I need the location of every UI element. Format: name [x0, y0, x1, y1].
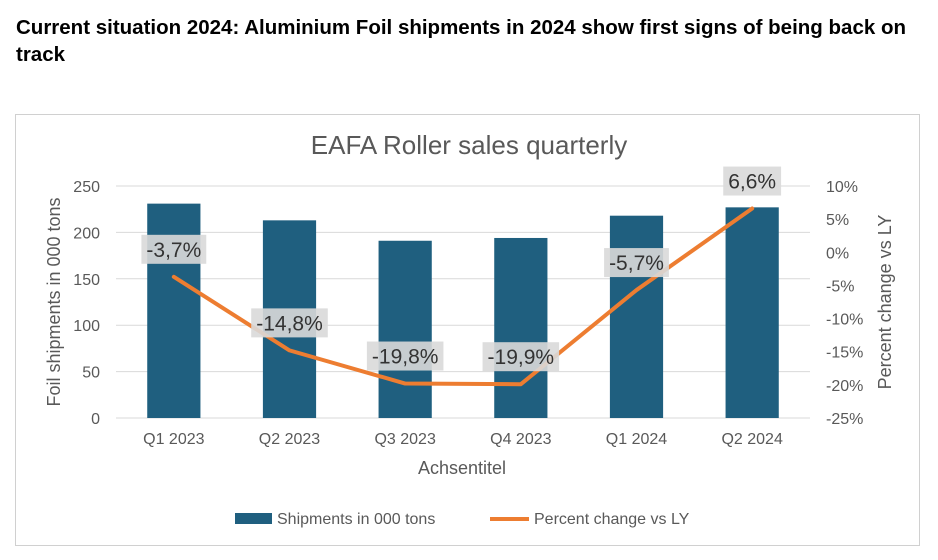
y-axis-title: Foil shipments in 000 tons: [44, 197, 64, 406]
data-label-text: -14,8%: [256, 312, 323, 335]
legend-bar-swatch: [235, 513, 272, 524]
page-headline: Current situation 2024: Aluminium Foil s…: [16, 16, 906, 66]
legend-bar-label: Shipments in 000 tons: [277, 511, 435, 528]
data-label-text: 6,6%: [728, 171, 776, 194]
y-tick-label: 250: [73, 179, 100, 196]
y-tick-label: 100: [73, 318, 100, 335]
line-series: [171, 206, 755, 387]
data-label-background: [366, 341, 444, 371]
y2-tick-label: -25%: [826, 411, 863, 428]
y2-tick-label: 5%: [826, 212, 849, 229]
data-labels: -3,7% -14,8% -19,8% -19,9% -5,7% 6,6%: [141, 166, 782, 372]
y2-tick-label: -10%: [826, 312, 863, 329]
bar: [494, 237, 548, 418]
x-tick-label: Q1 2024: [606, 431, 667, 448]
chart-title: EAFA Roller sales quarterly: [311, 130, 627, 160]
data-label-text: -19,9%: [488, 346, 555, 369]
data-label-background: [141, 234, 207, 264]
right-axis-ticks: 10% 5% 0% -5% -10% -15% -20% -25%: [826, 179, 863, 428]
y-tick-label: 200: [73, 225, 100, 242]
data-label-background: [251, 308, 328, 338]
y2-tick-label: -5%: [826, 278, 854, 295]
x-axis-title: Achsentitel: [418, 458, 506, 478]
data-label: 6,6%: [723, 166, 782, 196]
data-label-text: -3,7%: [146, 239, 201, 262]
left-axis-ticks: 0 50 100 150 200 250: [73, 179, 100, 428]
data-label-background: [604, 248, 669, 278]
y2-axis-title: Percent change vs LY: [875, 215, 895, 390]
x-axis-ticks: Q1 2023 Q2 2023 Q3 2023 Q4 2023 Q1 2024 Q2 20…: [143, 431, 783, 448]
y2-tick-label: 10%: [826, 179, 858, 196]
x-tick-label: Q1 2023: [143, 431, 204, 448]
y-tick-label: 150: [73, 272, 100, 289]
data-label-text: -5,7%: [609, 252, 664, 275]
y2-tick-label: 0%: [826, 245, 849, 262]
x-tick-label: Q2 2023: [259, 431, 320, 448]
data-label-background: [723, 166, 782, 196]
legend: Shipments in 000 tons Percent change vs …: [235, 511, 690, 528]
bar: [725, 207, 779, 418]
data-label: -19,8%: [366, 341, 444, 371]
y-tick-label: 50: [82, 365, 100, 382]
data-label: -14,8%: [251, 308, 328, 338]
x-tick-label: Q4 2023: [490, 431, 551, 448]
legend-line-label: Percent change vs LY: [534, 511, 690, 528]
y-tick-label: 0: [91, 411, 100, 428]
bar: [378, 240, 432, 418]
gridlines: [116, 185, 810, 419]
data-label-text: -19,8%: [372, 346, 439, 369]
percent-change-line: [171, 206, 755, 387]
x-tick-label: Q2 2024: [721, 431, 782, 448]
y2-tick-label: -15%: [826, 345, 863, 362]
x-tick-label: Q3 2023: [374, 431, 435, 448]
data-label: -3,7%: [141, 234, 207, 264]
bar: [609, 215, 664, 418]
data-label: -19,9%: [482, 342, 560, 372]
y2-tick-label: -20%: [826, 378, 863, 395]
data-label-background: [482, 342, 560, 372]
data-label: -5,7%: [604, 248, 669, 278]
